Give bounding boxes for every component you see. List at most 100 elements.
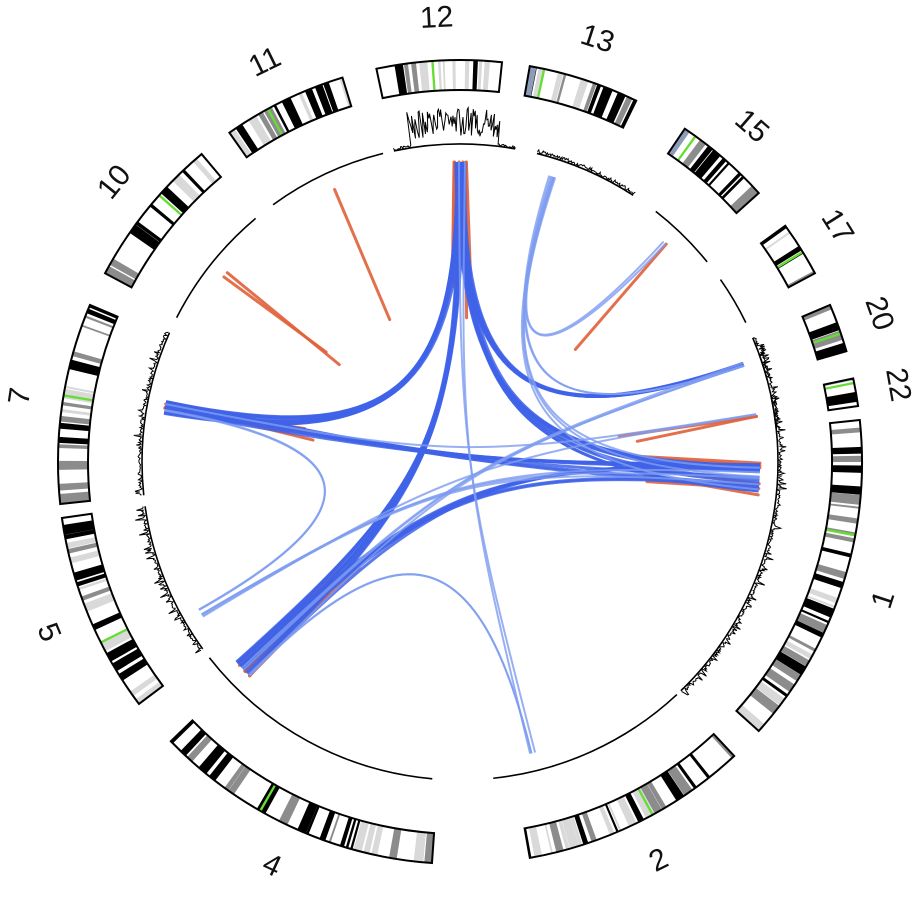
inter-link-2-12	[458, 161, 537, 753]
cytoband	[437, 60, 442, 91]
chromosome-label-22: 22	[879, 365, 917, 404]
inter-link-4-1	[238, 465, 760, 668]
track-baseline	[393, 143, 516, 152]
inter-link-4-20	[242, 364, 745, 671]
cytoband	[413, 831, 426, 863]
track-baseline	[770, 395, 778, 429]
cytoband	[273, 104, 290, 133]
chromosome-11	[228, 76, 353, 159]
inter-link-12-7	[164, 161, 466, 424]
cytoband	[118, 658, 148, 681]
cytoband	[76, 573, 107, 587]
ideogram-outline	[60, 512, 165, 706]
cytoband	[667, 765, 693, 796]
inter-link-7-22	[165, 403, 757, 449]
cytoband	[813, 573, 844, 589]
cytoband	[256, 782, 275, 811]
ideogram-outline	[103, 152, 223, 289]
cytoband	[92, 612, 123, 631]
cytoband	[689, 145, 713, 173]
inter-link-12-7	[164, 161, 460, 423]
cytoband	[784, 640, 813, 660]
cytoband	[78, 578, 108, 591]
cytoband	[224, 763, 246, 791]
cytoband	[58, 436, 89, 445]
ideogram-outline	[666, 127, 761, 215]
chromosome-15	[666, 127, 761, 215]
centromere	[100, 628, 129, 644]
cytoband	[607, 802, 622, 832]
cytoband	[625, 792, 644, 823]
cytoband	[72, 351, 103, 364]
track-baseline	[751, 337, 768, 380]
cytoband	[780, 645, 810, 667]
inter-link-13-15	[525, 177, 665, 336]
coverage-signal	[135, 506, 202, 654]
chromosome-label-20: 20	[858, 292, 900, 334]
ideogram-background	[170, 720, 435, 864]
inter-link-12-1	[459, 161, 759, 493]
cytoband	[707, 162, 730, 187]
inter-link-5-22	[202, 413, 757, 618]
ideogram-outline	[523, 732, 736, 860]
cytoband	[737, 704, 765, 731]
cytoband	[604, 803, 619, 833]
centromere	[825, 528, 856, 537]
cytoband	[353, 820, 369, 852]
track-baseline	[208, 657, 433, 780]
track-baseline	[655, 210, 708, 263]
cytoband	[101, 630, 132, 652]
inter-link-13-20	[524, 175, 745, 396]
cytoband	[192, 158, 217, 185]
acrocentric-arm	[668, 128, 690, 157]
cytoband	[81, 586, 111, 601]
cytoband	[616, 796, 637, 827]
cytoband	[730, 185, 759, 214]
cytoband	[800, 609, 830, 624]
coverage-signal	[771, 395, 781, 429]
intra-link-15	[573, 242, 668, 351]
cytoband	[765, 668, 795, 693]
cytoband	[73, 564, 105, 581]
cytoband	[550, 72, 564, 103]
track-baseline	[272, 152, 384, 206]
cytoband	[830, 484, 862, 495]
track-baseline	[680, 352, 779, 692]
centromere	[158, 194, 183, 217]
cytoband	[831, 455, 863, 463]
cytoband	[170, 720, 195, 744]
cytoband	[83, 593, 115, 612]
centromere	[676, 135, 697, 162]
cytoband	[587, 84, 602, 114]
cytoband	[711, 734, 735, 759]
cytoband	[182, 169, 205, 194]
chromosome-label-15: 15	[728, 103, 775, 150]
centromere	[776, 250, 804, 269]
chromosome-label-10: 10	[91, 159, 138, 206]
cytoband	[660, 770, 685, 801]
ideogram-outline	[169, 718, 436, 865]
chromosome-5	[60, 512, 165, 706]
ideogram-outline	[801, 303, 848, 361]
cytoband	[821, 546, 852, 558]
coverage-signal	[392, 105, 516, 151]
track-baseline	[175, 217, 257, 318]
cytoband	[676, 762, 697, 789]
inter-link-12-20	[454, 161, 745, 398]
track-baseline	[493, 693, 678, 780]
ideogram-outline	[735, 418, 863, 733]
chromosome-12	[375, 59, 504, 100]
cytoband	[829, 492, 861, 505]
inter-link-4-1	[239, 478, 760, 668]
cytoband	[60, 415, 91, 425]
cytoband	[532, 67, 544, 99]
cytoband	[135, 681, 163, 704]
cytoband	[794, 620, 824, 638]
cytoband	[84, 315, 114, 329]
cytoband	[689, 753, 711, 779]
chromosome-7	[57, 303, 119, 506]
cytoband	[62, 401, 93, 410]
chromosome-2	[523, 732, 736, 860]
inter-link-4-20	[248, 364, 745, 677]
ideogram-outline	[57, 303, 119, 506]
